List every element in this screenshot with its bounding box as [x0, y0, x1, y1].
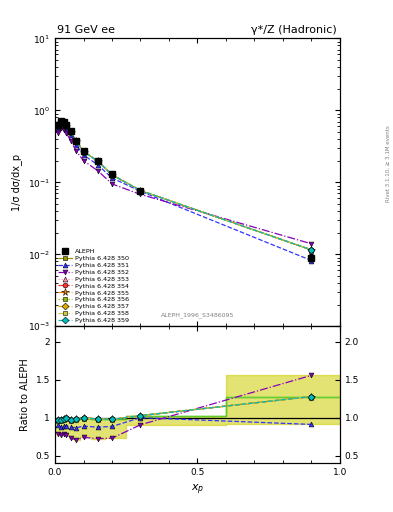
Text: 91 GeV ee: 91 GeV ee [57, 25, 115, 35]
Text: γ*/Z (Hadronic): γ*/Z (Hadronic) [252, 25, 337, 35]
Text: Rivet 3.1.10, ≥ 3.1M events: Rivet 3.1.10, ≥ 3.1M events [386, 125, 391, 202]
X-axis label: $x_p$: $x_p$ [191, 483, 204, 497]
Y-axis label: 1/σ dσ/dx_p: 1/σ dσ/dx_p [11, 154, 22, 211]
Legend: ALEPH, Pythia 6.428 350, Pythia 6.428 351, Pythia 6.428 352, Pythia 6.428 353, P: ALEPH, Pythia 6.428 350, Pythia 6.428 35… [57, 248, 130, 325]
Text: ALEPH_1996_S3486095: ALEPH_1996_S3486095 [161, 312, 234, 317]
Y-axis label: Ratio to ALEPH: Ratio to ALEPH [20, 358, 30, 431]
